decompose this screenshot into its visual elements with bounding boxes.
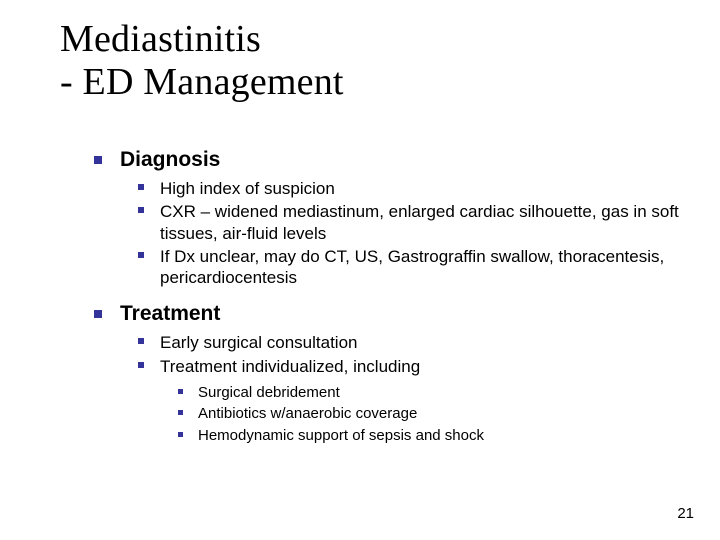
list-item: If Dx unclear, may do CT, US, Gastrograf… [138,246,684,289]
bullet-list-level-2: High index of suspicion CXR – widened me… [138,178,684,288]
slide: Mediastinitis - ED Management Diagnosis … [0,0,720,540]
section-heading: Treatment [120,302,220,325]
list-item: High index of suspicion [138,178,684,199]
bullet-list-level-1: Diagnosis High index of suspicion CXR – … [94,148,684,445]
slide-title: Mediastinitis - ED Management [60,18,344,103]
list-item: Antibiotics w/anaerobic coverage [178,404,684,424]
list-item-text: Hemodynamic support of sepsis and shock [198,427,484,444]
list-item-text: CXR – widened mediastinum, enlarged card… [160,202,679,242]
list-item: Surgical debridement [178,383,684,403]
page-number: 21 [677,505,694,522]
list-item: CXR – widened mediastinum, enlarged card… [138,201,684,244]
list-item-text: Early surgical consultation [160,333,357,352]
section-treatment: Treatment Early surgical consultation Tr… [94,302,684,445]
section-diagnosis: Diagnosis High index of suspicion CXR – … [94,148,684,288]
bullet-list-level-2: Early surgical consultation Treatment in… [138,332,684,445]
list-item-text: If Dx unclear, may do CT, US, Gastrograf… [160,247,664,287]
list-item-text: Antibiotics w/anaerobic coverage [198,405,417,422]
list-item-text: Treatment individualized, including [160,357,420,376]
list-item: Treatment individualized, including Surg… [138,356,684,446]
list-item-text: Surgical debridement [198,384,340,401]
title-line-1: Mediastinitis [60,18,261,60]
list-item-text: High index of suspicion [160,179,335,198]
list-item: Early surgical consultation [138,332,684,353]
bullet-list-level-3: Surgical debridement Antibiotics w/anaer… [178,383,684,446]
list-item: Hemodynamic support of sepsis and shock [178,426,684,446]
title-line-2: - ED Management [60,61,344,103]
section-heading: Diagnosis [120,148,220,171]
slide-body: Diagnosis High index of suspicion CXR – … [94,148,684,453]
